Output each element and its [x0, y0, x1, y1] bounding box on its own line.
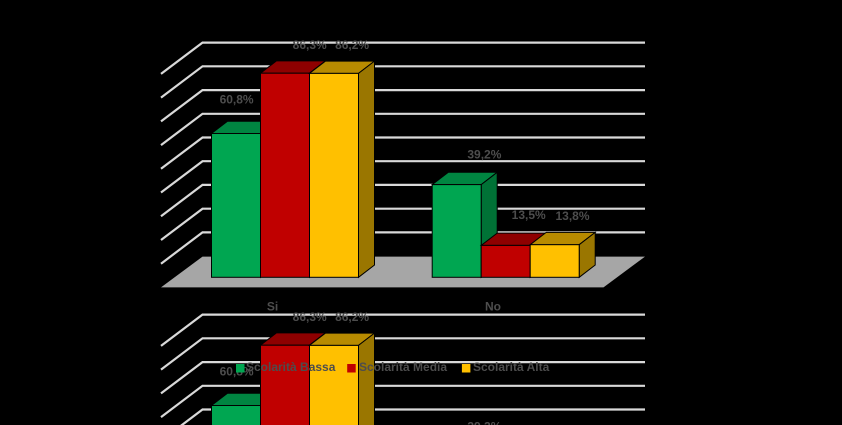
svg-text:No: No — [485, 300, 501, 314]
svg-text:13,5%: 13,5% — [512, 208, 546, 222]
svg-text:86,3%: 86,3% — [293, 310, 327, 324]
svg-text:39,2%: 39,2% — [467, 147, 501, 161]
svg-text:86,3%: 86,3% — [293, 38, 327, 52]
svg-text:Scolarità Bassa: Scolarità Bassa — [246, 360, 336, 374]
svg-text:Scolarità Media: Scolarità Media — [359, 360, 447, 374]
svg-text:60,8%: 60,8% — [220, 93, 254, 107]
svg-text:13,8%: 13,8% — [555, 209, 589, 223]
svg-text:86,2%: 86,2% — [335, 38, 369, 52]
svg-text:86,2%: 86,2% — [335, 310, 369, 324]
svg-text:Scolarità Alta: Scolarità Alta — [473, 360, 550, 374]
svg-text:39,2%: 39,2% — [467, 419, 501, 425]
svg-text:Si: Si — [267, 300, 278, 314]
